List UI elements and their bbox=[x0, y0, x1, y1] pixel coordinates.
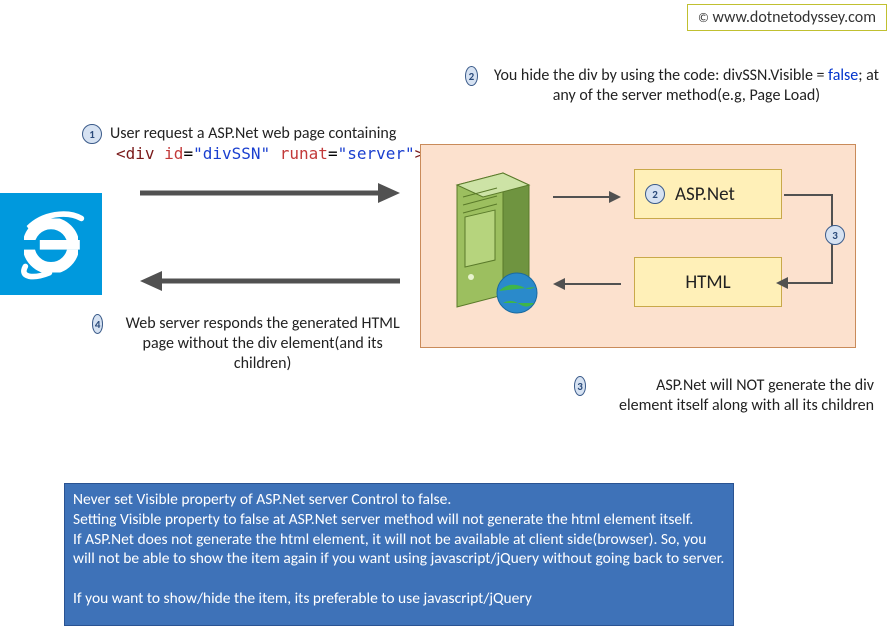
code-runat-attr: runat bbox=[270, 144, 328, 163]
note-line2: Setting Visible property to false at ASP… bbox=[73, 510, 725, 530]
note-line1: Never set Visible property of ASP.Net se… bbox=[73, 490, 725, 510]
note-line3: If ASP.Net does not generate the html el… bbox=[73, 530, 725, 570]
copyright-symbol: © bbox=[698, 11, 709, 26]
step2-pre: You hide the div by using the code: divS… bbox=[494, 66, 828, 85]
code-id-attr: id bbox=[155, 144, 184, 163]
step2-false: false bbox=[828, 66, 858, 85]
response-arrow bbox=[140, 270, 400, 292]
warning-note: Never set Visible property of ASP.Net se… bbox=[64, 483, 734, 626]
step4-badge: 4 bbox=[92, 314, 103, 334]
step2-badge: 2 bbox=[465, 66, 478, 86]
step4-caption: 4 Web server responds the generated HTML… bbox=[92, 314, 412, 374]
code-runat-val: "server" bbox=[338, 144, 415, 163]
step2-caption: 2 You hide the div by using the code: di… bbox=[465, 66, 885, 106]
watermark: © www.dotnetodyssey.com bbox=[687, 4, 887, 31]
step1-text: User request a ASP.Net web page containi… bbox=[110, 124, 396, 143]
server-icon bbox=[439, 163, 539, 323]
step4-text: Web server responds the generated HTML p… bbox=[113, 314, 412, 374]
step3-badge-inbox: 3 bbox=[825, 225, 845, 245]
step3-caption: 3 ASP.Net will NOT generate the div elem… bbox=[574, 376, 874, 416]
code-eq1: = bbox=[183, 144, 193, 163]
browser-ie-icon bbox=[0, 193, 102, 295]
step2-text: You hide the div by using the code: divS… bbox=[488, 66, 885, 106]
code-eq2: = bbox=[328, 144, 338, 163]
aspnet-box: 2 ASP.Net bbox=[634, 169, 782, 219]
step1-code: <div id="divSSN" runat="server"> bbox=[82, 144, 422, 163]
aspnet-badge: 2 bbox=[645, 184, 665, 204]
aspnet-label: ASP.Net bbox=[675, 183, 735, 206]
server-to-aspnet-arrow bbox=[553, 190, 621, 204]
step3-badge: 3 bbox=[574, 376, 586, 396]
html-box: HTML bbox=[634, 257, 782, 307]
step1-caption: 1 User request a ASP.Net web page contai… bbox=[82, 124, 422, 163]
note-line4: If you want to show/hide the item, its p… bbox=[73, 589, 725, 609]
code-id-val: "divSSN" bbox=[193, 144, 270, 163]
watermark-text: www.dotnetodyssey.com bbox=[712, 8, 876, 27]
server-box: 2 ASP.Net HTML 3 bbox=[420, 144, 856, 348]
step3-text: ASP.Net will NOT generate the div elemen… bbox=[604, 376, 874, 416]
html-to-server-arrow bbox=[553, 277, 621, 291]
request-arrow bbox=[140, 182, 400, 204]
code-open: <div bbox=[116, 144, 155, 163]
html-label: HTML bbox=[685, 271, 730, 294]
step1-badge: 1 bbox=[82, 124, 102, 144]
